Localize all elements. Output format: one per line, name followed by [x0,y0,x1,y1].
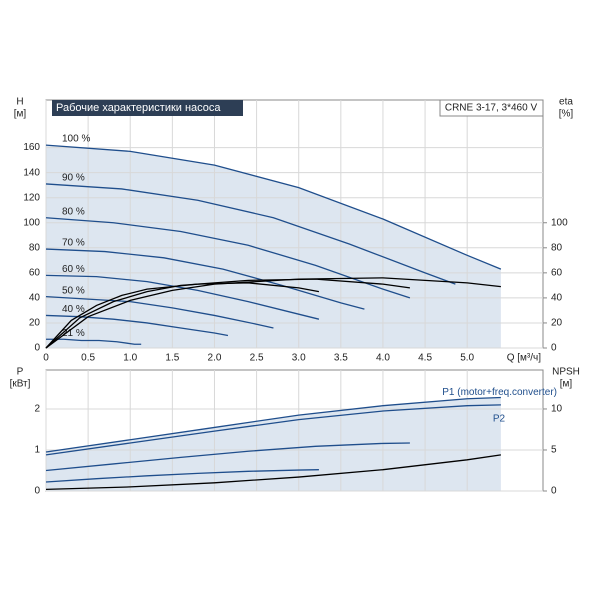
y-tick-label: 120 [23,192,40,203]
curve [45,282,320,349]
curve-label: 60 % [62,264,85,275]
curve [45,274,320,320]
x-tick-label: 2.5 [250,353,264,364]
y-tick-label: 20 [29,318,41,329]
x-tick-label: 4.0 [376,353,390,364]
y2-tick-label: 0 [551,343,557,354]
curve-label: P1 (motor+freq.converter) [442,387,557,398]
curve [45,183,456,285]
curve [45,217,411,299]
curve-label: 70 % [62,238,85,249]
curve [45,454,501,491]
curve-label: 100 % [62,134,90,145]
x-tick-label: 1.5 [165,353,179,364]
y-axis-label: P [17,367,24,378]
y-tick-label: 1 [34,445,40,456]
y2-tick-label: 40 [551,293,563,304]
curve [45,396,501,453]
y-tick-label: 40 [29,293,41,304]
x-tick-label: 2.0 [208,353,222,364]
curve [46,338,142,345]
y2-tick-label: 0 [551,486,557,497]
y-tick-label: 0 [34,486,40,497]
x-tick-label: 3.0 [292,353,306,364]
operating-area [46,145,501,348]
x-tick-label: 0.5 [81,353,95,364]
y-tick-label: 100 [23,217,40,228]
y-axis-label: H [16,97,23,108]
curve [45,314,229,337]
y2-axis-unit: [м] [560,379,573,390]
curve [45,469,319,483]
x-tick-label: 4.5 [418,353,432,364]
title-box [52,100,243,116]
y-tick-label: 140 [23,167,40,178]
curve-label: 80 % [62,206,85,217]
y-tick-label: 60 [29,267,41,278]
y2-tick-label: 10 [551,404,563,415]
model-box [439,99,544,117]
curve-label: 40 % [62,304,85,315]
y2-axis-label: eta [559,97,573,108]
y2-tick-label: 80 [551,242,563,253]
y-axis-unit: [кВт] [10,379,31,390]
curve-label: 90 % [62,173,85,184]
y2-axis-unit: [%] [559,109,574,120]
y-tick-label: 2 [34,404,40,415]
y2-axis-label: NPSH [552,367,580,378]
y-tick-label: 160 [23,142,40,153]
y-axis-unit: [м] [14,109,27,120]
x-axis-label: Q [м³/ч] [507,353,542,364]
curve [45,404,501,456]
y2-tick-label: 5 [551,445,557,456]
model-label: CRNE 3-17, 3*460 V [445,103,538,114]
y2-tick-label: 60 [551,267,563,278]
curve-label: P2 [493,414,506,425]
curve-label: 50 % [62,285,85,296]
curve-label: 21 % [62,328,85,339]
curve [45,144,502,270]
x-tick-label: 0 [43,353,49,364]
curve [45,248,365,310]
y2-tick-label: 100 [551,217,568,228]
curve [45,442,410,472]
x-tick-label: 1.0 [123,353,137,364]
y-tick-label: 80 [29,242,41,253]
x-tick-label: 5.0 [460,353,474,364]
x-tick-label: 3.5 [334,353,348,364]
chart-title: Рабочие характеристики насоса [56,102,221,114]
operating-area [46,397,501,491]
y-tick-label: 0 [34,343,40,354]
curve [45,295,274,329]
y2-tick-label: 20 [551,318,563,329]
